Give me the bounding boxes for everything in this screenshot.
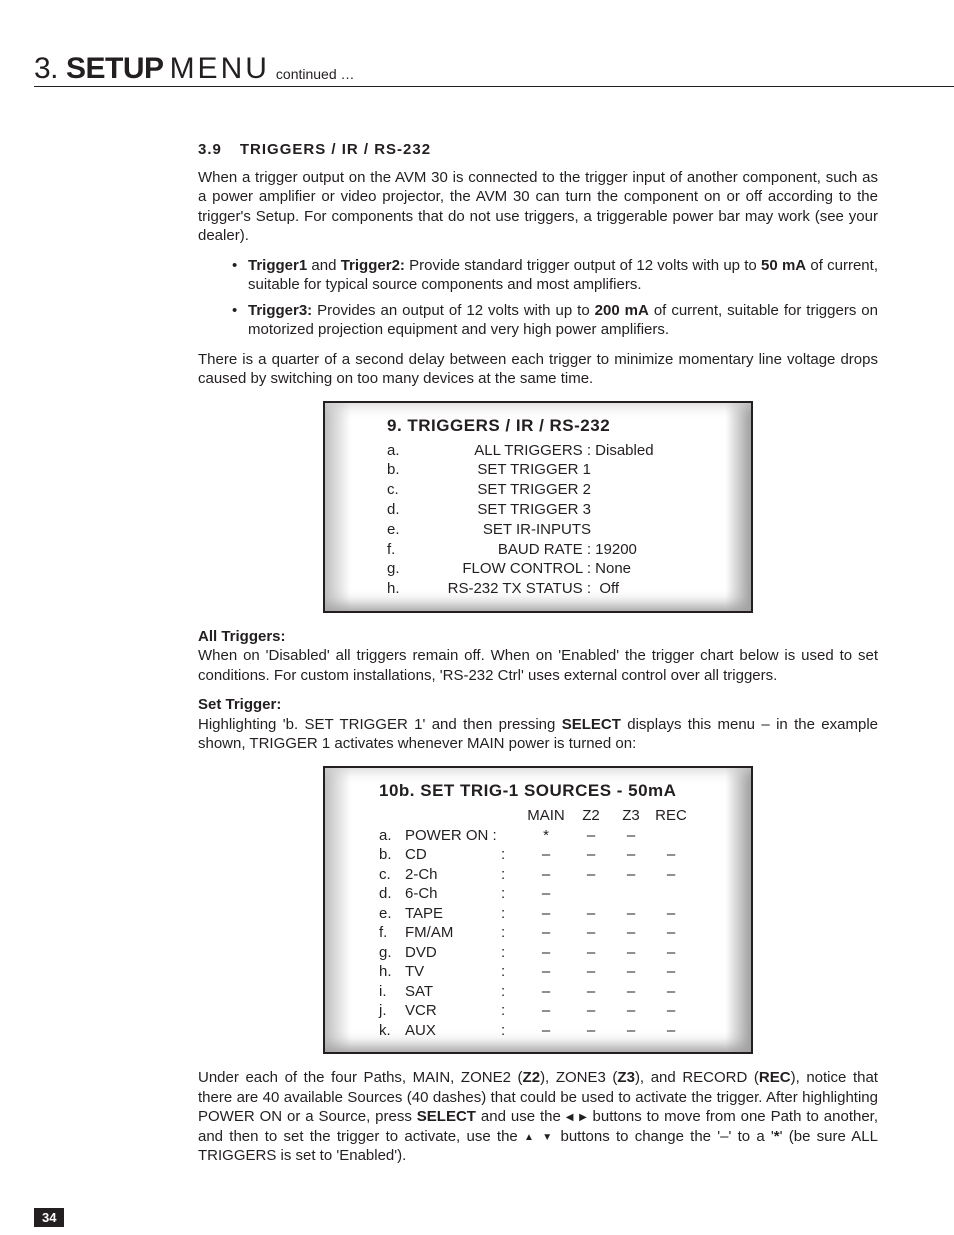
bullet-list: Trigger1 and Trigger2: Provide standard … (198, 256, 878, 340)
bullet1-val: 50 mA (761, 257, 806, 274)
menu10b-row: b.CD:–––– (379, 845, 739, 865)
bullet2-t2: Provides an output of 12 volts with up t… (312, 302, 594, 319)
settrigger-heading: Set Trigger: (198, 695, 878, 715)
menu9-row: b.SET TRIGGER 1 (387, 460, 739, 480)
settrig-select: SELECT (562, 716, 621, 733)
closing-paragraph: Under each of the four Paths, MAIN, ZONE… (198, 1068, 878, 1166)
bullet2-label: Trigger3: (248, 302, 312, 319)
triangle-down-icon: ▼ (542, 1132, 554, 1143)
close-t1: Under each of the four Paths, MAIN, ZONE… (198, 1069, 523, 1086)
alltriggers-heading: All Triggers: (198, 627, 878, 647)
header-chapter-num: 3. (34, 52, 58, 86)
trig1-sources-panel: 10b. SET TRIG-1 SOURCES - 50mA MAIN Z2 Z… (323, 766, 753, 1054)
menu10b-row: j.VCR:–––– (379, 1001, 739, 1021)
close-rec: REC (759, 1069, 791, 1086)
intro-paragraph: When a trigger output on the AVM 30 is c… (198, 168, 878, 246)
close-t2: ), ZONE3 ( (540, 1069, 617, 1086)
menu10b-row: g.DVD:–––– (379, 943, 739, 963)
bullet1-label1: Trigger1 (248, 257, 307, 274)
menu10b-title: 10b. SET TRIG-1 SOURCES - 50mA (379, 780, 739, 802)
body-content: 3.9 TRIGGERS / IR / RS-232 When a trigger… (198, 140, 878, 1176)
close-t5: and use the (476, 1108, 566, 1125)
menu9-row: c.SET TRIGGER 2 (387, 480, 739, 500)
menu10b-row: d.6-Ch:– (379, 884, 739, 904)
menu9-row: g.FLOW CONTROL : None (387, 559, 739, 579)
header-setup: SETUP (66, 52, 164, 86)
triangle-up-icon: ▲ (524, 1132, 536, 1143)
page-number: 34 (34, 1208, 64, 1227)
subsection-text: TRIGGERS / IR / RS-232 (240, 141, 431, 158)
close-t3: ), and RECORD ( (635, 1069, 759, 1086)
after-bullets-paragraph: There is a quarter of a second delay bet… (198, 350, 878, 389)
close-select: SELECT (417, 1108, 476, 1125)
col-z3: Z3 (611, 806, 651, 826)
menu10b-header-row: MAIN Z2 Z3 REC (379, 806, 739, 826)
menu10b-row: c.2-Ch:–––– (379, 865, 739, 885)
menu9-row: h.RS-232 TX STATUS : Off (387, 579, 739, 599)
triggers-menu-panel: 9. TRIGGERS / IR / RS-232 a.ALL TRIGGERS… (323, 401, 753, 613)
close-t7: buttons to change the '–' to a ' (554, 1128, 774, 1145)
alltriggers-text: When on 'Disabled' all triggers remain o… (198, 646, 878, 685)
subsection-num: 3.9 (198, 141, 222, 158)
menu10b-row: f.FM/AM:–––– (379, 923, 739, 943)
settrig-t1: Highlighting 'b. SET TRIGGER 1' and then… (198, 716, 562, 733)
menu10b-row: k.AUX:–––– (379, 1021, 739, 1041)
menu10b-row: e.TAPE:–––– (379, 904, 739, 924)
menu9-row: e.SET IR-INPUTS (387, 520, 739, 540)
col-z2: Z2 (571, 806, 611, 826)
close-z2: Z2 (523, 1069, 541, 1086)
menu9-title: 9. TRIGGERS / IR / RS-232 (387, 415, 739, 437)
menu10b-row: a.POWER ON :*–– (379, 826, 739, 846)
bullet-2: Trigger3: Provides an output of 12 volts… (232, 301, 878, 340)
header-menu: MENU (170, 52, 270, 86)
col-main: MAIN (521, 806, 571, 826)
bullet1-label2: Trigger2: (341, 257, 405, 274)
triangle-right-icon: ▶ (579, 1112, 587, 1123)
bullet-1: Trigger1 and Trigger2: Provide standard … (232, 256, 878, 295)
menu10b-row: i.SAT:–––– (379, 982, 739, 1002)
menu9-row: d.SET TRIGGER 3 (387, 500, 739, 520)
bullet1-t4: Provide standard trigger output of 12 vo… (405, 257, 761, 274)
menu9-row: f.BAUD RATE : 19200 (387, 540, 739, 560)
manual-page: 3. SETUP MENU continued … 3.9 TRIGGERS / … (0, 0, 954, 1235)
bullet2-val: 200 mA (595, 302, 649, 319)
subsection-title: 3.9 TRIGGERS / IR / RS-232 (198, 140, 878, 160)
section-header: 3. SETUP MENU continued … (34, 52, 954, 87)
bullet1-t2: and (307, 257, 341, 274)
triangle-left-icon: ◀ (566, 1112, 574, 1123)
col-rec: REC (651, 806, 691, 826)
settrigger-text: Highlighting 'b. SET TRIGGER 1' and then… (198, 715, 878, 754)
menu10b-row: h.TV:–––– (379, 962, 739, 982)
close-z3: Z3 (617, 1069, 635, 1086)
menu9-row: a.ALL TRIGGERS : Disabled (387, 441, 739, 461)
header-continued: continued … (276, 66, 355, 82)
